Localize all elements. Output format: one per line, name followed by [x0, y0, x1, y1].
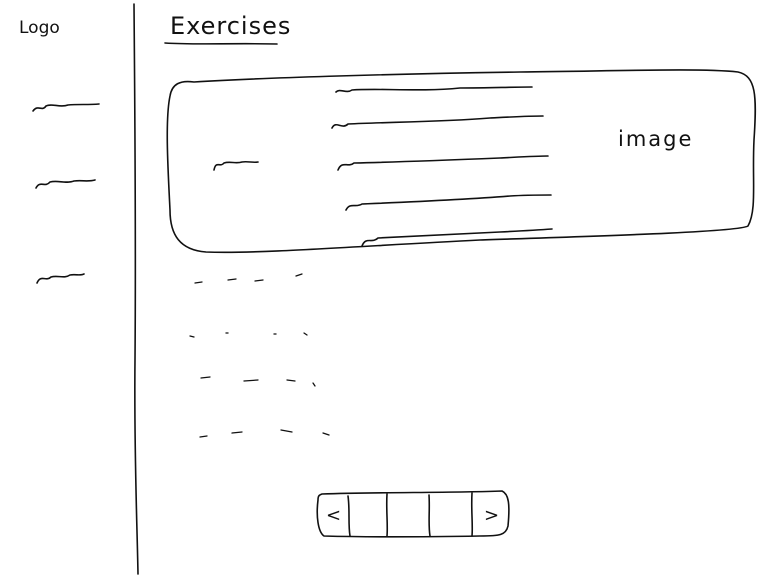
pagination: < >	[316, 490, 510, 538]
sidebar-nav-item-3[interactable]	[36, 273, 85, 284]
page-title: Exercises	[170, 12, 291, 40]
pagination-divider	[385, 493, 389, 537]
pagination-divider	[428, 494, 431, 537]
featured-card-label	[213, 160, 259, 171]
featured-card-text-line-2	[331, 115, 544, 129]
logo: Logo	[19, 18, 60, 38]
featured-card[interactable]: image	[166, 69, 757, 254]
featured-card-image-label: image	[618, 127, 693, 151]
featured-card-text-line-4	[345, 194, 552, 211]
list-row[interactable]	[194, 273, 303, 284]
sidebar-nav-item-2[interactable]	[35, 179, 96, 189]
list-row[interactable]	[199, 429, 330, 438]
featured-card-text-line-3	[337, 155, 549, 171]
sidebar: Logo	[19, 18, 100, 284]
pagination-divider	[470, 492, 474, 537]
pagination-page-1[interactable]	[350, 497, 386, 535]
list-row[interactable]	[189, 332, 308, 338]
pagination-divider	[347, 495, 351, 537]
pagination-next-button[interactable]: >	[484, 505, 499, 526]
page-title-group: Exercises	[164, 12, 291, 45]
page-title-underline	[164, 42, 278, 45]
list-row[interactable]	[200, 376, 316, 387]
sidebar-divider	[133, 3, 139, 575]
pagination-page-3[interactable]	[432, 497, 470, 535]
featured-card-text-line-5	[361, 228, 553, 247]
sidebar-nav-item-1[interactable]	[32, 103, 100, 112]
pagination-prev-button[interactable]: <	[326, 505, 341, 526]
exercise-list	[189, 273, 330, 438]
featured-card-text-line-1	[335, 86, 533, 93]
pagination-outline	[316, 490, 510, 538]
pagination-page-2[interactable]	[389, 497, 428, 535]
featured-card-outline	[166, 69, 757, 254]
